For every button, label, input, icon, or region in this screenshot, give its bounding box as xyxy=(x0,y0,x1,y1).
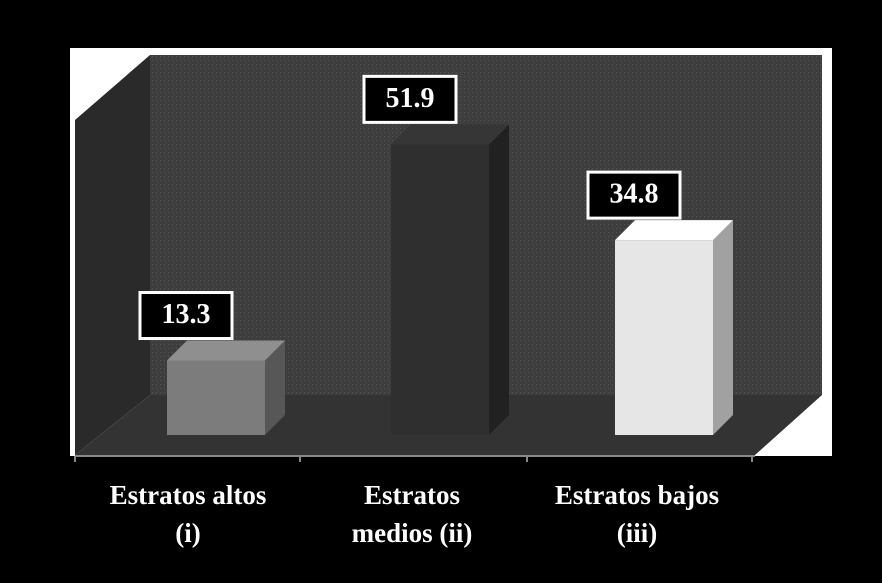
bar xyxy=(615,240,713,435)
value-label-box xyxy=(586,170,682,220)
value-label: 34.8 xyxy=(610,179,659,210)
bar-top xyxy=(615,220,733,241)
bar xyxy=(391,144,489,436)
bar-side xyxy=(265,340,285,435)
bar-top xyxy=(391,124,509,145)
x-tick-label: medios (ii) xyxy=(352,518,473,548)
x-tick-label: Estratos xyxy=(364,480,460,510)
value-label-box xyxy=(138,291,234,341)
bar-side xyxy=(713,220,733,435)
x-tick-label: Estratos altos xyxy=(110,480,267,510)
x-tick-label: (i) xyxy=(175,518,200,548)
x-ticks xyxy=(74,456,753,462)
bar-top xyxy=(167,340,285,361)
value-label: 13.3 xyxy=(162,299,211,330)
bar-side xyxy=(489,124,509,436)
value-label: 51.9 xyxy=(386,83,435,114)
side-wall xyxy=(75,55,150,455)
value-label-box xyxy=(362,74,458,124)
x-tick-label: (iii) xyxy=(617,518,658,548)
x-tick-label: Estratos bajos xyxy=(555,480,719,510)
bar xyxy=(167,360,265,435)
